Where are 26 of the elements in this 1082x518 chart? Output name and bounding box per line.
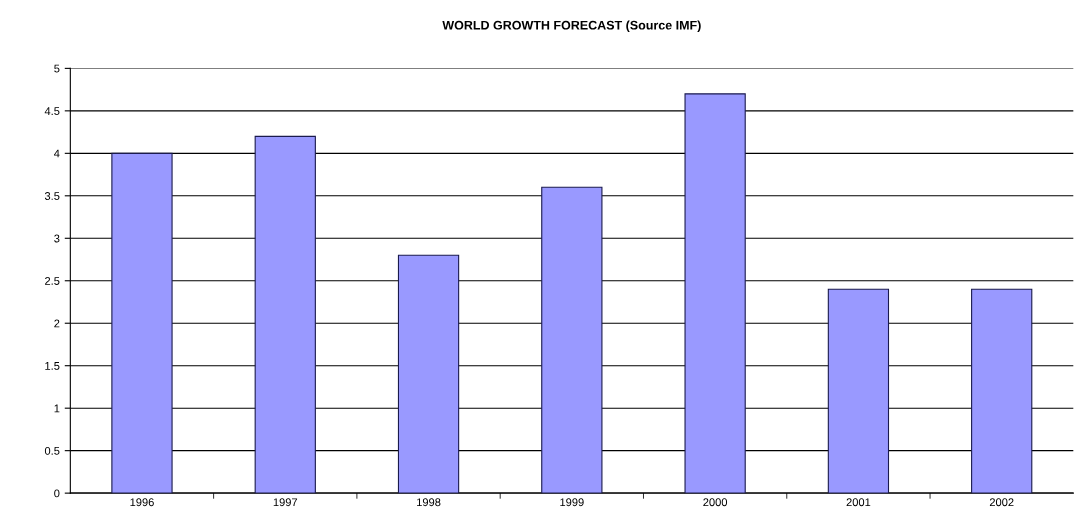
y-tick-label: 2.5	[45, 277, 60, 285]
x-tick-label: 2001	[846, 498, 871, 507]
y-tick-label: 3	[54, 234, 60, 243]
x-tick-label: 1999	[560, 498, 584, 507]
bar	[541, 186, 603, 494]
y-tick-label: 0.5	[44, 446, 60, 455]
bar	[827, 288, 890, 494]
bar	[397, 254, 460, 494]
y-tick-label: 3.5	[44, 192, 60, 200]
bar	[111, 152, 173, 494]
bar	[254, 135, 316, 494]
y-tick-label: 1	[54, 404, 60, 413]
y-tick-label: 4	[53, 149, 60, 158]
bar	[971, 288, 1033, 494]
y-tick-label: 2	[54, 319, 60, 328]
y-tick-label: 5	[54, 64, 60, 73]
y-tick-label: 4.5	[44, 107, 60, 115]
x-tick-label: 1996	[130, 498, 154, 507]
y-tick-label: 0	[54, 489, 60, 498]
x-tick-label: 1997	[273, 498, 298, 507]
x-tick-label: 2000	[703, 498, 728, 507]
y-tick-label: 1.5	[45, 362, 60, 370]
chart-title: WORLD GROWTH FORECAST (Source IMF)	[442, 20, 701, 33]
x-tick-label: 2002	[989, 498, 1014, 507]
x-tick-label: 1998	[417, 498, 441, 507]
bar	[684, 93, 746, 494]
